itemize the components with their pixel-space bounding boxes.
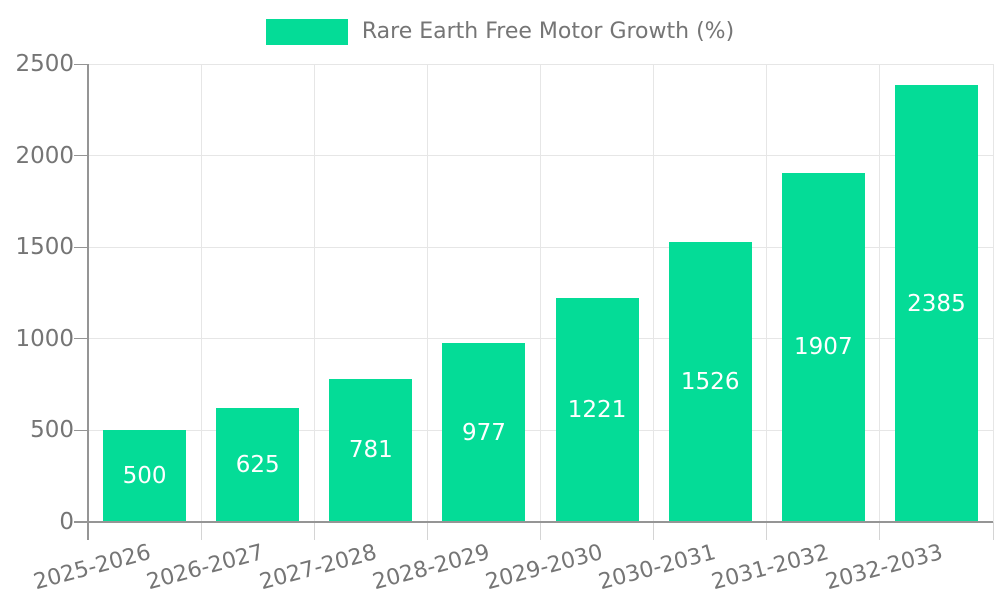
y-tick xyxy=(74,155,88,157)
bar-value-label: 500 xyxy=(122,463,167,490)
chart-legend: Rare Earth Free Motor Growth (%) xyxy=(0,19,1000,45)
x-tick-label: 2025-2026 xyxy=(30,540,154,596)
bar-value-label: 977 xyxy=(461,419,506,446)
x-tick-label: 2027-2028 xyxy=(256,540,380,596)
x-tick xyxy=(879,522,881,540)
bar-value-label: 1907 xyxy=(794,334,853,361)
y-tick xyxy=(74,246,88,248)
y-tick xyxy=(74,338,88,340)
y-axis-line xyxy=(87,64,89,540)
bar-value-label: 1221 xyxy=(567,397,627,424)
bar-value-label: 625 xyxy=(235,451,280,478)
bar-value-label: 1526 xyxy=(680,369,740,396)
x-gridline xyxy=(200,64,202,522)
x-tick xyxy=(766,522,768,540)
x-gridline xyxy=(426,64,428,522)
plot-area: 500 625 781 977 1221 1526 1907 2385 xyxy=(88,63,994,522)
x-tick-label: 2030-2031 xyxy=(596,540,719,596)
x-axis-line xyxy=(74,521,993,523)
x-tick-label: 2032-2033 xyxy=(822,540,945,596)
bar xyxy=(781,172,865,522)
y-tick-label: 2000 xyxy=(15,142,74,169)
x-tick-label: 2031-2032 xyxy=(709,540,832,596)
bar xyxy=(216,407,300,522)
bar xyxy=(894,85,978,522)
x-tick-label: 2029-2030 xyxy=(483,540,606,596)
legend-label: Rare Earth Free Motor Growth (%) xyxy=(361,19,735,44)
y-tick-label: 1500 xyxy=(15,234,74,261)
x-gridline xyxy=(653,64,655,522)
x-gridline xyxy=(992,64,994,522)
bar xyxy=(668,242,752,522)
y-tick-label: 2500 xyxy=(15,51,74,77)
y-tick xyxy=(74,63,88,65)
y-tick-label: 500 xyxy=(30,417,74,444)
legend-swatch xyxy=(265,19,348,45)
y-tick xyxy=(74,429,88,431)
x-gridline xyxy=(766,64,768,522)
x-gridline xyxy=(540,64,541,522)
x-tick xyxy=(653,522,655,540)
x-tick-label: 2028-2029 xyxy=(370,540,493,596)
bar xyxy=(555,298,639,522)
x-tick-label: 2026-2027 xyxy=(143,540,267,596)
x-tick xyxy=(313,522,315,540)
x-tick xyxy=(992,522,994,540)
bar xyxy=(442,343,526,522)
y-tick-label: 0 xyxy=(59,509,74,535)
bar-value-label: 781 xyxy=(348,437,393,464)
bar xyxy=(103,430,187,522)
x-tick xyxy=(540,522,541,540)
x-gridline xyxy=(879,64,881,522)
x-tick xyxy=(200,522,202,540)
bar-value-label: 2385 xyxy=(907,290,966,317)
y-tick-label: 1000 xyxy=(15,325,74,352)
x-gridline xyxy=(313,64,315,522)
bar xyxy=(329,378,413,522)
x-tick xyxy=(426,522,428,540)
